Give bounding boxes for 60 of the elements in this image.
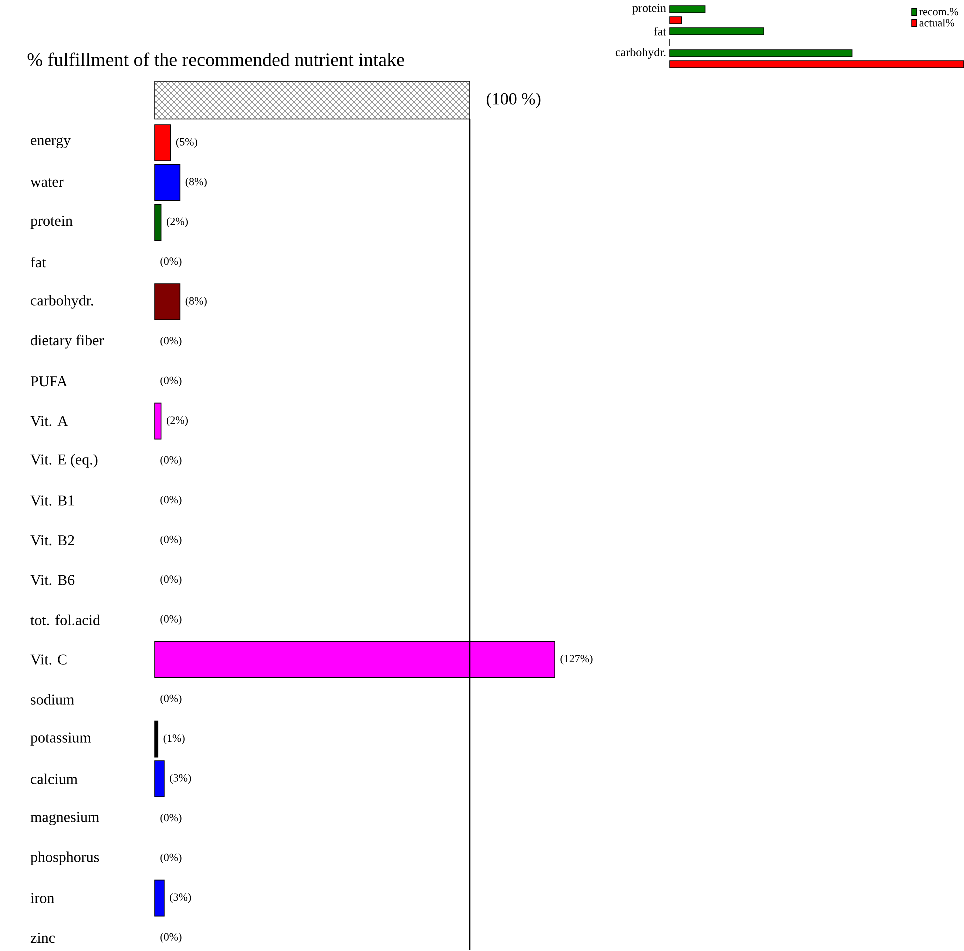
legend-label: recom.% — [920, 8, 958, 16]
data-label: (2%) — [166, 416, 188, 426]
y-tick-label: carbohydr. — [616, 48, 666, 59]
y-tick-label: sodium — [31, 694, 74, 705]
legend-label: (100 %) — [486, 92, 541, 108]
data-label: (8%) — [186, 178, 207, 188]
bar — [154, 204, 162, 241]
y-tick-label: tot. fol.acid — [30, 614, 100, 626]
y-tick-label: Vit. C — [30, 654, 67, 665]
y-tick-label: Vit. E (eq.) — [30, 454, 98, 468]
bar — [670, 50, 853, 58]
data-label: (0%) — [160, 615, 182, 626]
y-tick-label: protein — [632, 4, 666, 15]
data-label: (0%) — [160, 376, 182, 387]
data-label: (0%) — [160, 336, 182, 347]
data-label: (0%) — [160, 854, 182, 864]
y-tick-label: phosphorus — [30, 852, 100, 866]
y-tick-label: dietary fiber — [31, 334, 104, 349]
data-label: (3%) — [170, 893, 192, 904]
chart-title: % fulfillment of the recommended nutrient intake — [28, 52, 404, 66]
y-tick-label: iron — [30, 893, 54, 904]
bar — [670, 28, 764, 36]
y-tick-label: Vit. B2 — [30, 536, 74, 546]
bar — [670, 6, 706, 14]
y-tick-label: zinc — [30, 933, 56, 944]
y-tick-label: Vit. B6 — [30, 575, 75, 586]
data-label: (0%) — [160, 933, 182, 944]
bar — [154, 284, 181, 320]
bar — [154, 402, 162, 440]
data-label: (0%) — [160, 456, 182, 466]
y-tick-label: Vit. A — [30, 416, 68, 426]
bar — [154, 760, 165, 798]
data-label: (0%) — [160, 694, 182, 705]
y-tick-label: calcium — [31, 774, 78, 784]
y-tick-label: potassium — [30, 732, 92, 746]
y-tick-label: fat — [654, 27, 666, 36]
y-tick-label: protein — [30, 216, 73, 230]
y-tick-label: energy — [31, 138, 72, 149]
y-tick-label: PUFA — [30, 376, 68, 387]
legend-label: actual% — [920, 19, 954, 27]
y-tick-label: Vit. B1 — [30, 496, 74, 506]
data-label: (3%) — [170, 774, 192, 784]
data-label: (2%) — [166, 218, 188, 228]
bar — [154, 880, 165, 917]
bar — [154, 124, 172, 162]
data-label: (0%) — [160, 814, 182, 824]
y-tick-label: carbohydr. — [31, 295, 94, 309]
data-label: (127%) — [560, 654, 593, 665]
data-label: (1%) — [164, 734, 185, 744]
y-tick-label: water — [30, 178, 64, 188]
data-label: (8%) — [186, 297, 207, 308]
y-tick-label: magnesium — [30, 812, 100, 826]
bar — [154, 164, 181, 202]
data-label: (0%) — [160, 496, 182, 506]
y-tick-label: fat — [30, 256, 46, 268]
data-label: (0%) — [160, 257, 182, 268]
data-label: (5%) — [176, 138, 198, 148]
data-label: (0%) — [160, 575, 182, 586]
data-label: (0%) — [160, 536, 182, 546]
bar — [154, 720, 159, 758]
